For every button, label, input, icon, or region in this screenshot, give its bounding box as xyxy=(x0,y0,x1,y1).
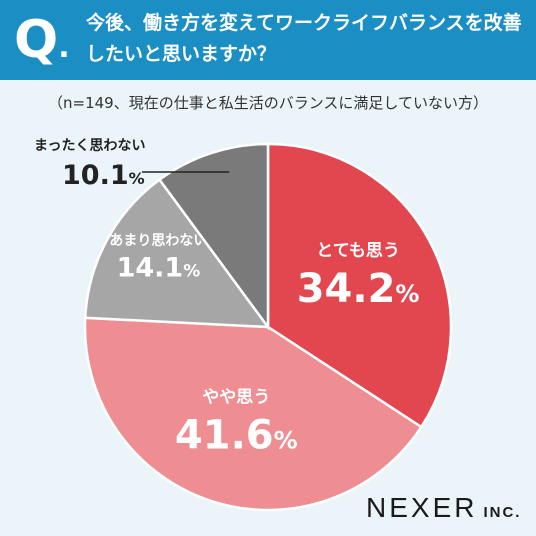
slice-value: 14.1% xyxy=(117,252,201,283)
q-mark: Q. xyxy=(14,10,70,70)
slice-label: あまり思わない xyxy=(109,233,207,249)
slice-label: やや思う xyxy=(202,388,270,408)
pie-slice xyxy=(83,316,424,512)
pie-slice xyxy=(83,177,271,329)
slice-value: 10.1% xyxy=(62,160,145,191)
slice-value: 34.2% xyxy=(297,266,420,312)
sample-note: （n=149、現在の仕事と私生活のバランスに満足していない方） xyxy=(48,94,488,112)
brand-logo: NEXER INC. xyxy=(366,492,522,523)
slice-value: 41.6% xyxy=(175,413,298,459)
pie-slice xyxy=(157,142,270,331)
question-header: Q. 今後、働き方を変えてワークライフバランスを改善したいと思いますか？ xyxy=(0,0,536,80)
slice-label: とても思う xyxy=(316,241,400,261)
slice-label: まったく思わない xyxy=(34,138,145,154)
question-text: 今後、働き方を変えてワークライフバランスを改善したいと思いますか？ xyxy=(86,12,522,65)
